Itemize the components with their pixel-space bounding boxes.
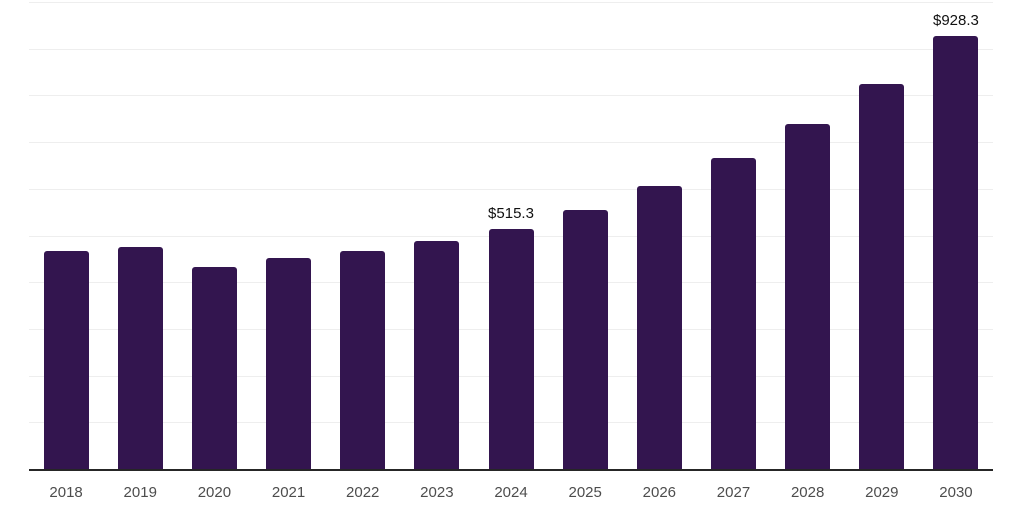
bar-2025	[562, 209, 608, 470]
bar-2026	[636, 186, 682, 470]
gridline-600	[29, 188, 993, 190]
x-tick-label-2025: 2025	[568, 484, 602, 501]
bar-2021	[266, 257, 312, 470]
gridline-900	[29, 48, 993, 50]
x-tick-label-2021: 2021	[271, 484, 306, 501]
bar-2024	[488, 229, 534, 470]
x-tick-label-2022: 2022	[346, 484, 380, 501]
bar-2023	[414, 240, 460, 470]
value-label-2024: $515.3	[488, 205, 534, 223]
x-tick-label-2030: 2030	[939, 484, 973, 501]
x-tick-label-2029: 2029	[865, 484, 899, 501]
x-axis-line	[29, 469, 993, 471]
x-tick-label-2028: 2028	[790, 484, 825, 501]
x-tick-label-2023: 2023	[420, 484, 454, 501]
plot-area: $515.3 $928.3	[29, 0, 993, 470]
x-axis-labels: 2018 2019 2020 2021 2022 2023 2024 2025 2026 2027…	[29, 484, 993, 502]
x-tick-label-2018: 2018	[49, 484, 83, 501]
bar-2022	[340, 251, 386, 470]
bar-2020	[191, 266, 237, 470]
bar-2030	[933, 36, 979, 470]
bar-2029	[859, 84, 905, 470]
gridline-1000	[29, 2, 993, 3]
bar-2018	[43, 250, 89, 470]
x-tick-label-2020: 2020	[197, 484, 232, 501]
bar-2028	[785, 124, 831, 470]
value-label-2030: $928.3	[932, 12, 979, 30]
x-tick-label-2026: 2026	[642, 484, 677, 501]
bar-2027	[710, 158, 756, 470]
x-tick-label-2024: 2024	[494, 484, 528, 501]
gridline-800	[29, 95, 993, 97]
gridline-700	[29, 142, 993, 144]
x-tick-label-2027: 2027	[716, 484, 751, 501]
bar-2019	[117, 247, 163, 470]
x-tick-label-2019: 2019	[123, 484, 157, 501]
